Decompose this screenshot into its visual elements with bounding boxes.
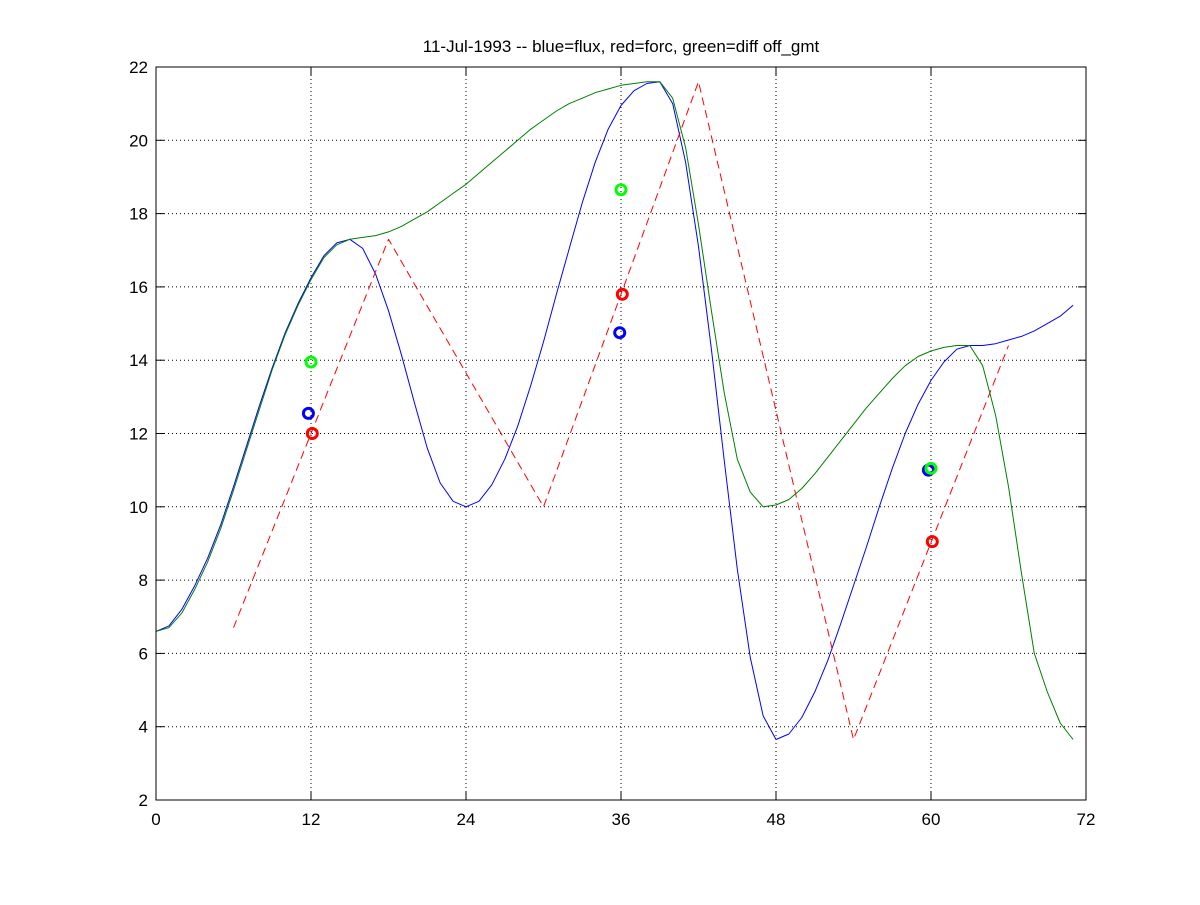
x-tick-label: 24 [457, 810, 476, 829]
diff-series-line [155, 81, 1074, 740]
y-tick-label: 18 [129, 205, 148, 224]
marker-group [301, 183, 939, 549]
x-tick-label: 60 [922, 810, 941, 829]
chart-title: 11-Jul-1993 -- blue=flux, red=forc, gree… [423, 37, 820, 56]
y-tick-label: 8 [139, 571, 148, 590]
y-tick-label: 6 [139, 644, 148, 663]
x-tick-label: 12 [302, 810, 321, 829]
y-tick-label: 22 [129, 58, 148, 77]
y-tick-label: 20 [129, 131, 148, 150]
data-marker-circle [305, 427, 319, 440]
data-marker-circle [613, 326, 627, 340]
y-tick-label: 14 [129, 351, 148, 370]
data-marker-circle [304, 355, 318, 369]
forc-series-line [233, 81, 1009, 740]
grid [156, 67, 1086, 800]
x-tick-label: 36 [612, 810, 631, 829]
y-tick-label: 2 [139, 791, 148, 810]
y-tick-label: 10 [129, 498, 148, 517]
series-group [155, 81, 1074, 740]
data-marker-circle [615, 287, 629, 301]
data-marker-circle [925, 535, 939, 549]
data-marker-circle [301, 406, 315, 420]
x-tick-label: 72 [1077, 810, 1096, 829]
data-marker-circle [924, 461, 938, 475]
y-tick-label: 4 [139, 718, 148, 737]
x-tick-label: 48 [767, 810, 786, 829]
data-marker-circle [614, 183, 628, 197]
y-tick-label: 16 [129, 278, 148, 297]
flux-series-line [155, 81, 1074, 740]
y-tick-label: 12 [129, 425, 148, 444]
x-tick-label: 0 [151, 810, 160, 829]
